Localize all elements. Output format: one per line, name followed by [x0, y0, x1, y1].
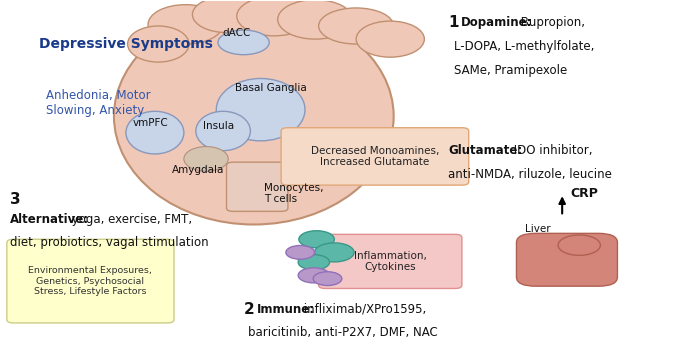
Text: infliximab/XPro1595,: infliximab/XPro1595,	[300, 303, 427, 316]
Ellipse shape	[148, 5, 223, 44]
Ellipse shape	[127, 26, 189, 62]
Text: Bupropion,: Bupropion,	[517, 16, 585, 29]
Text: Dopamine:: Dopamine:	[461, 16, 533, 29]
Text: Inflammation,
Cytokines: Inflammation, Cytokines	[354, 251, 427, 272]
Text: Liver: Liver	[525, 224, 551, 234]
Ellipse shape	[216, 79, 305, 141]
Text: anti-NMDA, riluzole, leucine: anti-NMDA, riluzole, leucine	[448, 168, 612, 181]
Ellipse shape	[277, 0, 353, 39]
Ellipse shape	[558, 235, 600, 255]
Text: SAMe, Pramipexole: SAMe, Pramipexole	[453, 64, 567, 77]
Text: L-DOPA, L-methylfolate,: L-DOPA, L-methylfolate,	[453, 40, 594, 53]
Circle shape	[298, 255, 329, 270]
Text: Glutamate:: Glutamate:	[448, 144, 523, 157]
Circle shape	[313, 272, 342, 286]
Text: 2: 2	[244, 302, 254, 317]
Ellipse shape	[356, 21, 425, 57]
Text: Depressive Symptoms: Depressive Symptoms	[39, 37, 213, 51]
Circle shape	[314, 243, 354, 262]
FancyBboxPatch shape	[227, 162, 288, 211]
Ellipse shape	[184, 147, 228, 171]
FancyBboxPatch shape	[516, 233, 617, 286]
Text: Anhedonia, Motor
Slowing, Anxiety: Anhedonia, Motor Slowing, Anxiety	[46, 89, 151, 117]
Text: Immune:: Immune:	[258, 303, 315, 316]
Text: Monocytes,
T cells: Monocytes, T cells	[264, 183, 323, 204]
Ellipse shape	[319, 8, 394, 44]
Circle shape	[298, 268, 329, 283]
Text: Decreased Monoamines,
Increased Glutamate: Decreased Monoamines, Increased Glutamat…	[311, 146, 439, 167]
Ellipse shape	[237, 0, 312, 36]
Text: yoga, exercise, FMT,: yoga, exercise, FMT,	[68, 213, 192, 226]
Ellipse shape	[196, 111, 251, 151]
Ellipse shape	[114, 8, 394, 224]
Text: CRP: CRP	[571, 187, 598, 200]
Ellipse shape	[317, 128, 395, 180]
Text: Alternative:: Alternative:	[10, 213, 88, 226]
Circle shape	[286, 245, 314, 259]
Text: dACC: dACC	[223, 28, 251, 37]
Text: Basal Ganglia: Basal Ganglia	[235, 83, 307, 94]
Text: Insula: Insula	[203, 121, 234, 131]
FancyBboxPatch shape	[281, 128, 469, 185]
Text: Environmental Exposures,
Genetics, Psychosocial
Stress, Lifestyle Factors: Environmental Exposures, Genetics, Psych…	[29, 266, 152, 296]
Text: Amygdala: Amygdala	[172, 165, 224, 175]
Text: baricitinib, anti-P2X7, DMF, NAC: baricitinib, anti-P2X7, DMF, NAC	[249, 326, 438, 339]
Text: diet, probiotics, vagal stimulation: diet, probiotics, vagal stimulation	[10, 236, 208, 249]
Ellipse shape	[126, 111, 184, 154]
Text: vmPFC: vmPFC	[132, 118, 168, 128]
FancyBboxPatch shape	[7, 239, 174, 323]
Text: 3: 3	[10, 192, 20, 207]
FancyBboxPatch shape	[319, 234, 462, 288]
Text: 1: 1	[448, 15, 459, 30]
Circle shape	[299, 231, 334, 248]
Ellipse shape	[192, 0, 260, 33]
Text: IDO inhibitor,: IDO inhibitor,	[510, 144, 592, 157]
Ellipse shape	[218, 30, 269, 55]
